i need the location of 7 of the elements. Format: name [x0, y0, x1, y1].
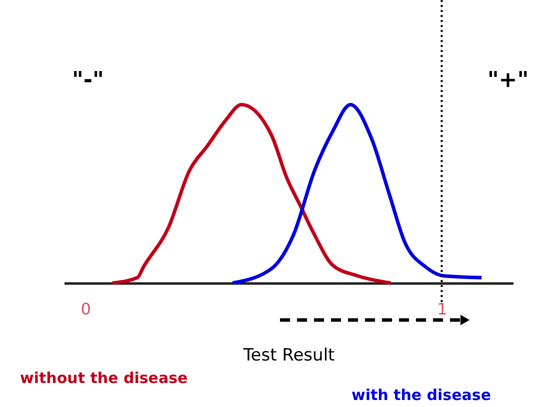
x-tick-label: 1: [437, 300, 448, 318]
x-tick-label: 0: [80, 300, 91, 318]
text: "-": [72, 68, 104, 93]
text: without the disease: [20, 369, 188, 387]
x-axis-title: Test Result: [242, 346, 336, 366]
text: "+": [487, 68, 529, 93]
text: with the disease: [351, 386, 491, 404]
